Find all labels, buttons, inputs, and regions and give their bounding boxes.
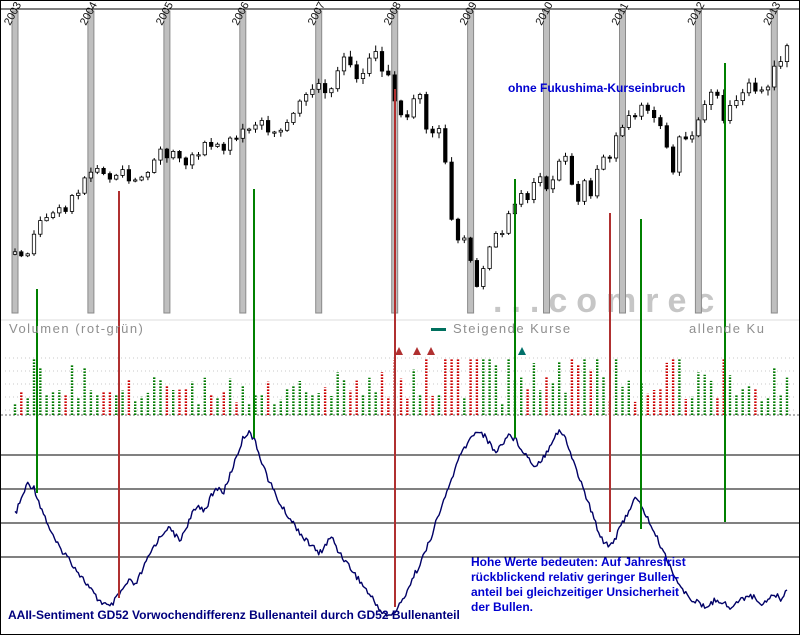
svg-text:2004: 2004: [78, 1, 100, 27]
annotation-line: anteil bei gleichzeitiger Unsicherheit: [471, 585, 680, 599]
annotation-line: Hohe Werte bedeuten: Auf Jahresfrist: [471, 555, 686, 569]
fukushima-annotation: ohne Fukushima-Kurseinbruch: [508, 81, 686, 95]
indicator-title: AAII-Sentiment GD52 Vorwochendifferenz B…: [8, 608, 460, 622]
year-axis-labels: 2003 2004 2005 2006 2007 2008 2009 2010 2011 2012…: [2, 1, 783, 27]
volume-bar-series: [13, 359, 789, 415]
svg-text:2003: 2003: [2, 1, 24, 27]
annotation-line: der Bullen.: [471, 600, 534, 614]
rising-courses-label: Steigende Kurse: [453, 321, 572, 336]
svg-text:2011: 2011: [610, 1, 632, 27]
svg-text:2012: 2012: [685, 1, 707, 27]
volume-panel-label: Volumen (rot-grün): [9, 321, 145, 336]
svg-text:2010: 2010: [534, 1, 556, 27]
sentiment-line: [14, 429, 788, 617]
annotation-line: rückblickend relativ geringer Bullen-: [471, 570, 680, 584]
svg-text:2008: 2008: [382, 1, 404, 27]
rising-courses-swatch: [431, 328, 446, 331]
watermark: ...comrec: [493, 282, 724, 320]
high-values-annotation: Hohe Werte bedeuten: Auf Jahresfrist rüc…: [471, 555, 686, 615]
sentiment-gridlines: [1, 454, 799, 558]
year-gridline-bands: [11, 10, 778, 314]
svg-text:2009: 2009: [458, 1, 480, 27]
volume-arrow-markers: [395, 347, 526, 355]
svg-text:2013: 2013: [761, 1, 783, 27]
event-marker-lines: [36, 63, 726, 607]
candlestick-series: [12, 43, 790, 290]
panel-legend-row: Volumen (rot-grün) Steigende Kurse allen…: [1, 321, 799, 339]
svg-text:2005: 2005: [154, 1, 176, 27]
svg-text:2006: 2006: [230, 1, 252, 27]
svg-text:2007: 2007: [306, 1, 328, 27]
falling-courses-label: allende Ku: [689, 321, 766, 336]
